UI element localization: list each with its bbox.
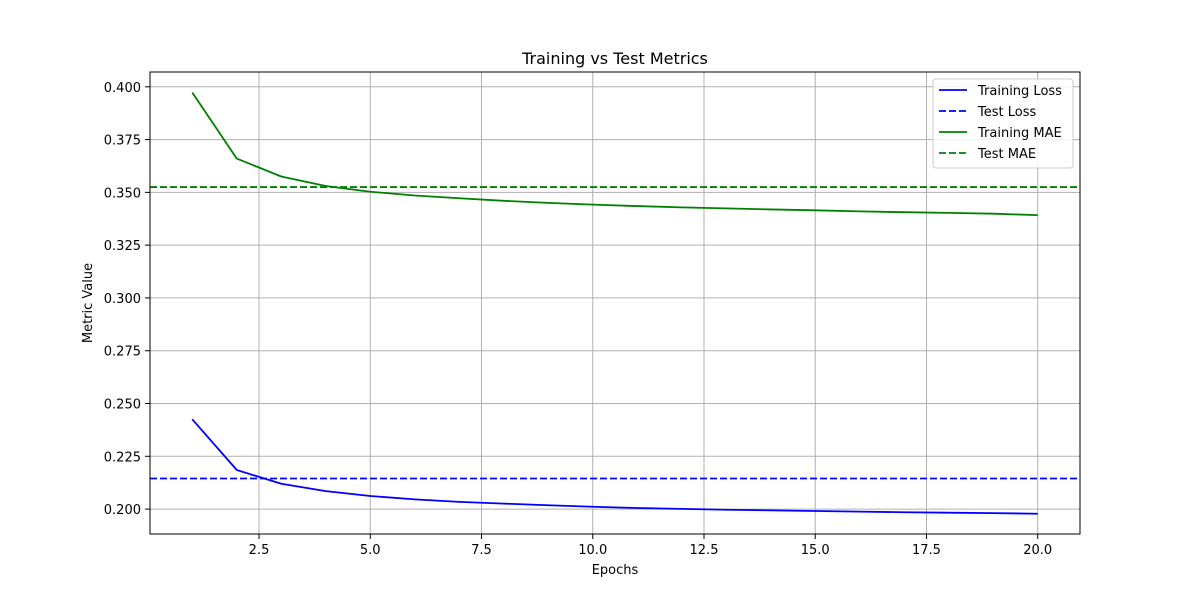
- y-tick-label: 0.350: [104, 186, 141, 201]
- x-tick-label: 10.0: [578, 543, 607, 558]
- y-axis-ticks: 0.200 0.225 0.250 0.275 0.300 0.325 0.350 0.375…: [104, 81, 150, 518]
- x-tick-label: 2.5: [249, 543, 270, 558]
- y-tick-label: 0.200: [104, 503, 141, 518]
- legend: Training Loss Test Loss Training MAE Test M…: [932, 78, 1074, 169]
- x-axis-ticks: 2.5 5.0 7.5 10.0 12.5 15.0 17.5 20.0: [249, 534, 1052, 558]
- x-tick-label: 7.5: [471, 543, 492, 558]
- y-tick-label: 0.225: [104, 450, 141, 465]
- x-tick-label: 5.0: [360, 543, 381, 558]
- legend-label-training-loss: Training Loss: [977, 84, 1062, 99]
- y-tick-label: 0.325: [104, 239, 141, 254]
- training-loss-line: [191, 418, 1038, 515]
- legend-label-training-mae: Training MAE: [977, 126, 1062, 141]
- plot-lines: [150, 91, 1080, 515]
- y-tick-label: 0.300: [104, 292, 141, 307]
- y-axis-title: Metric Value: [81, 263, 96, 343]
- legend-label-test-mae: Test MAE: [977, 147, 1036, 162]
- legend-label-test-loss: Test Loss: [977, 105, 1036, 120]
- plot-frame: [149, 71, 1081, 535]
- x-tick-label: 17.5: [912, 543, 941, 558]
- x-axis-title: Epochs: [592, 563, 639, 578]
- x-tick-label: 20.0: [1023, 543, 1052, 558]
- x-tick-label: 12.5: [690, 543, 719, 558]
- x-tick-label: 15.0: [801, 543, 830, 558]
- y-tick-label: 0.250: [104, 398, 141, 413]
- y-tick-label: 0.400: [104, 81, 141, 96]
- y-tick-label: 0.275: [104, 345, 141, 360]
- chart-title: Training vs Test Metrics: [521, 49, 708, 68]
- legend-box: [932, 78, 1074, 169]
- y-tick-label: 0.375: [104, 134, 141, 149]
